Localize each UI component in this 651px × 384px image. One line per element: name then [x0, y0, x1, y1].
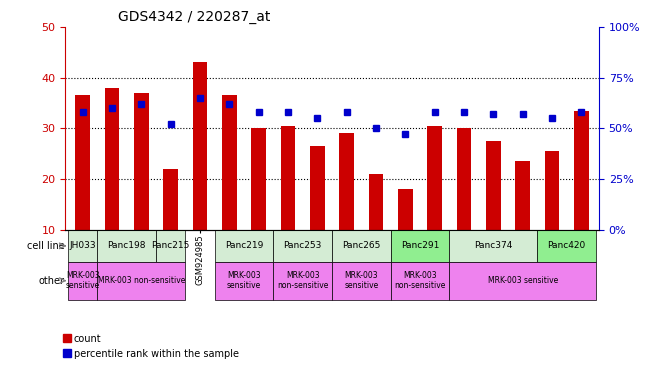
- FancyBboxPatch shape: [273, 262, 332, 300]
- FancyBboxPatch shape: [391, 262, 449, 300]
- Text: Panc219: Panc219: [225, 242, 263, 250]
- FancyBboxPatch shape: [215, 262, 273, 300]
- Bar: [193, 63, 208, 230]
- Text: Panc420: Panc420: [547, 242, 586, 250]
- Bar: [516, 161, 530, 230]
- FancyBboxPatch shape: [391, 230, 449, 262]
- Text: MRK-003
non-sensitive: MRK-003 non-sensitive: [395, 271, 446, 290]
- FancyBboxPatch shape: [156, 230, 186, 262]
- Bar: [545, 151, 559, 230]
- FancyBboxPatch shape: [537, 230, 596, 262]
- Text: MRK-003
sensitive: MRK-003 sensitive: [227, 271, 261, 290]
- Text: Panc198: Panc198: [107, 242, 146, 250]
- Text: Panc215: Panc215: [152, 242, 190, 250]
- Bar: [134, 93, 148, 230]
- FancyBboxPatch shape: [332, 262, 391, 300]
- Text: MRK-003
sensitive: MRK-003 sensitive: [66, 271, 100, 290]
- Bar: [368, 174, 383, 230]
- Bar: [105, 88, 119, 230]
- Bar: [310, 146, 325, 230]
- FancyBboxPatch shape: [449, 230, 537, 262]
- Text: Panc253: Panc253: [283, 242, 322, 250]
- Text: Panc374: Panc374: [474, 242, 512, 250]
- FancyBboxPatch shape: [98, 262, 186, 300]
- Bar: [427, 126, 442, 230]
- Bar: [222, 95, 237, 230]
- Bar: [163, 169, 178, 230]
- Text: GDS4342 / 220287_at: GDS4342 / 220287_at: [118, 10, 271, 25]
- Bar: [281, 126, 296, 230]
- FancyBboxPatch shape: [449, 262, 596, 300]
- Bar: [486, 141, 501, 230]
- FancyBboxPatch shape: [68, 230, 98, 262]
- Text: Panc291: Panc291: [401, 242, 439, 250]
- Text: MRK-003
non-sensitive: MRK-003 non-sensitive: [277, 271, 328, 290]
- Text: MRK-003 non-sensitive: MRK-003 non-sensitive: [98, 276, 185, 285]
- FancyBboxPatch shape: [215, 230, 273, 262]
- FancyBboxPatch shape: [273, 230, 332, 262]
- Text: cell line: cell line: [27, 241, 64, 251]
- Legend: count, percentile rank within the sample: count, percentile rank within the sample: [59, 330, 243, 362]
- Bar: [574, 111, 589, 230]
- Text: other: other: [38, 276, 64, 286]
- Text: MRK-003
sensitive: MRK-003 sensitive: [344, 271, 378, 290]
- Text: MRK-003 sensitive: MRK-003 sensitive: [488, 276, 558, 285]
- Bar: [76, 95, 90, 230]
- FancyBboxPatch shape: [98, 230, 156, 262]
- Text: Panc265: Panc265: [342, 242, 381, 250]
- Bar: [456, 128, 471, 230]
- FancyBboxPatch shape: [332, 230, 391, 262]
- Text: JH033: JH033: [70, 242, 96, 250]
- Bar: [339, 134, 354, 230]
- Bar: [251, 128, 266, 230]
- FancyBboxPatch shape: [68, 262, 98, 300]
- Bar: [398, 189, 413, 230]
